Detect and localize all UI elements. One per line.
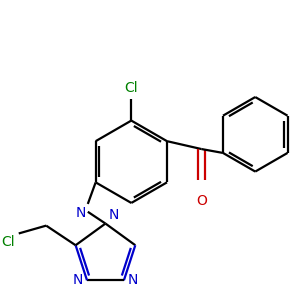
Text: N: N [73, 273, 83, 287]
Text: N: N [76, 206, 86, 220]
Text: O: O [196, 194, 207, 208]
Text: N: N [108, 208, 119, 222]
Text: Cl: Cl [124, 81, 138, 95]
Text: Cl: Cl [1, 236, 15, 249]
Text: N: N [128, 273, 138, 287]
